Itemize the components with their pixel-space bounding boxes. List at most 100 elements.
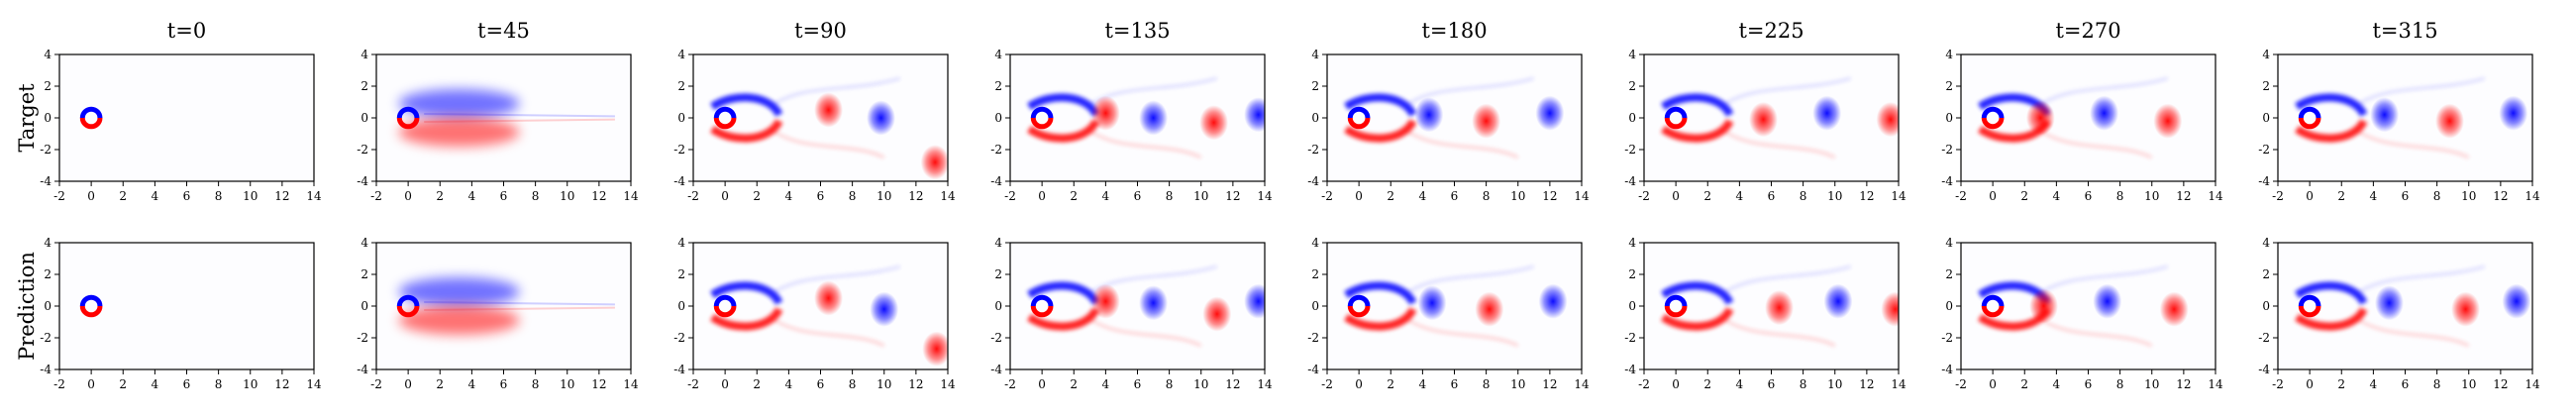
x-tick-label: 14	[1891, 377, 1906, 391]
y-tick-label: 2	[44, 267, 52, 281]
x-tick-label: 0	[1355, 377, 1363, 391]
x-tick-label: 10	[243, 377, 258, 391]
vortex-negative	[2370, 97, 2400, 133]
vortex-negative	[870, 291, 899, 327]
x-tick-label: 6	[2402, 377, 2410, 391]
x-tick-label: 4	[468, 377, 476, 391]
shear-layer-negative	[2295, 281, 2368, 305]
x-tick-label: -2	[1638, 189, 1650, 203]
y-tick-label: 2	[2262, 267, 2270, 281]
x-tick-label: 14	[1891, 189, 1906, 203]
y-tick-label: 0	[677, 111, 685, 125]
x-tick-label: 6	[2085, 189, 2093, 203]
vortex-positive	[1199, 105, 1229, 141]
x-tick-label: 12	[1859, 377, 1874, 391]
x-tick-label: 14	[940, 377, 956, 391]
y-tick-label: 4	[994, 48, 1002, 61]
x-tick-label: 6	[1134, 377, 1142, 391]
x-tick-label: 10	[1193, 189, 1208, 203]
y-tick-label: -2	[40, 143, 52, 157]
wake-streak	[1405, 76, 1535, 107]
x-tick-label: 14	[2524, 189, 2540, 203]
cylinder-boundary-negative	[1664, 106, 1688, 119]
y-tick-label: 4	[1628, 48, 1636, 61]
y-tick-label: -4	[1307, 174, 1319, 188]
x-tick-label: 6	[817, 377, 825, 391]
wake-streak	[2039, 76, 2169, 107]
x-tick-label: 10	[1827, 189, 1842, 203]
x-tick-label: 4	[152, 377, 159, 391]
x-tick-label: -2	[687, 377, 699, 391]
vortex-positive	[922, 331, 948, 367]
y-tick-label: -2	[2258, 143, 2270, 157]
y-tick-label: 4	[1311, 48, 1319, 61]
y-tick-label: 0	[677, 299, 685, 313]
x-tick-label: 0	[2306, 189, 2314, 203]
x-tick-label: 4	[1736, 189, 1744, 203]
wake-streak	[424, 306, 615, 311]
y-tick-label: 2	[1945, 79, 1953, 93]
y-tick-label: -2	[357, 331, 368, 345]
shear-layer-positive	[1344, 307, 1417, 331]
vortex-positive	[2159, 291, 2189, 327]
x-tick-label: 8	[532, 377, 540, 391]
panel-title: t=270	[2055, 19, 2120, 43]
x-tick-label: 12	[1542, 189, 1557, 203]
x-tick-label: -2	[1955, 189, 1967, 203]
x-tick-label: 12	[1225, 377, 1240, 391]
vortex-positive	[2025, 100, 2055, 136]
x-tick-label: 2	[2337, 377, 2345, 391]
vorticity-field	[1644, 243, 1899, 369]
x-tick-label: 6	[1451, 189, 1459, 203]
cylinder-boundary-positive	[396, 305, 420, 318]
wake-streak	[772, 317, 885, 348]
vortex-positive	[1876, 102, 1899, 138]
x-tick-label: 2	[753, 377, 761, 391]
y-tick-label: -4	[673, 174, 685, 188]
vorticity-field	[1010, 243, 1265, 369]
y-tick-label: 4	[1945, 48, 1953, 61]
x-tick-label: 12	[2176, 377, 2191, 391]
vorticity-field	[59, 243, 314, 369]
y-tick-label: 0	[1945, 299, 1953, 313]
x-tick-label: 0	[404, 377, 412, 391]
vortex-negative	[1244, 283, 1265, 319]
cylinder-boundary-negative	[79, 294, 103, 307]
shear-layer-positive	[398, 306, 520, 335]
y-tick-label: -4	[990, 363, 1002, 376]
x-tick-label: -2	[1321, 377, 1333, 391]
wake-streak	[772, 264, 901, 295]
y-tick-label: -2	[40, 331, 52, 345]
x-tick-label: 12	[908, 377, 923, 391]
x-tick-label: 4	[1736, 377, 1744, 391]
x-tick-label: 8	[532, 189, 540, 203]
wake-streak	[1722, 76, 1852, 107]
cylinder-boundary-negative	[79, 106, 103, 119]
y-tick-label: 4	[2262, 236, 2270, 250]
y-tick-label: 4	[44, 236, 52, 250]
panel-title: t=315	[2372, 19, 2437, 43]
x-tick-label: 14	[623, 189, 639, 203]
cylinder-boundary-positive	[1981, 305, 2005, 318]
cylinder-boundary-positive	[396, 117, 420, 130]
x-tick-label: 2	[1387, 189, 1394, 203]
x-tick-label: -2	[53, 189, 65, 203]
x-tick-label: 8	[2433, 189, 2441, 203]
y-tick-label: 0	[1311, 299, 1319, 313]
cylinder-boundary-negative	[2298, 294, 2321, 307]
x-tick-label: 8	[1800, 189, 1807, 203]
x-tick-label: -2	[687, 189, 699, 203]
shear-layer-negative	[710, 281, 783, 305]
vorticity-field	[693, 54, 948, 181]
vortex-negative	[2499, 95, 2528, 131]
shear-layer-positive	[1027, 307, 1100, 331]
x-tick-label: 0	[87, 377, 95, 391]
vortex-negative	[1139, 285, 1169, 321]
x-tick-label: 2	[1703, 377, 1711, 391]
cylinder-boundary-negative	[1981, 106, 2005, 119]
cylinder-boundary-positive	[1664, 305, 1688, 318]
